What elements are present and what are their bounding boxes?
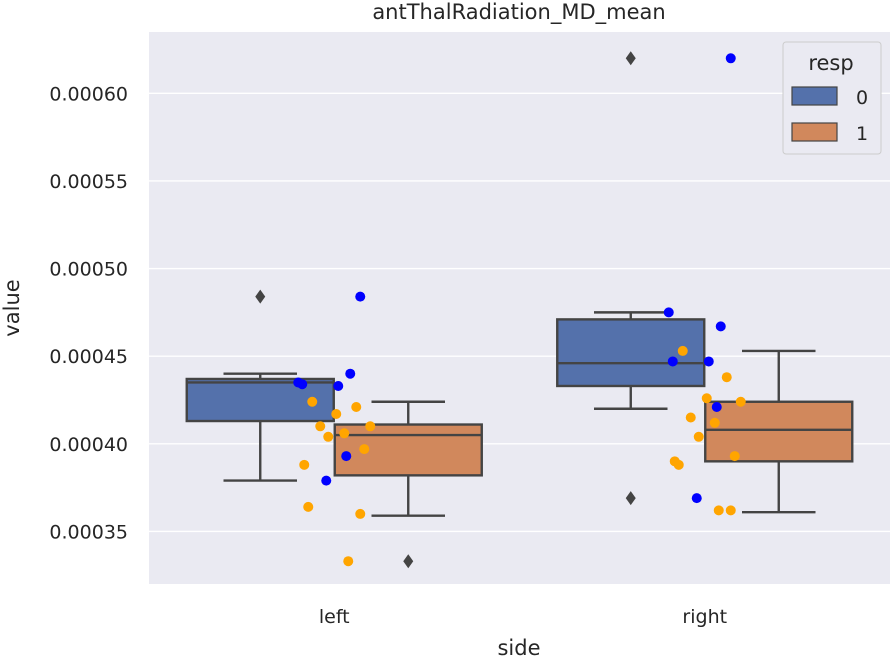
data-point <box>321 475 332 486</box>
data-point <box>299 459 310 470</box>
data-point <box>663 307 674 318</box>
x-tick-labels: left right <box>319 606 727 628</box>
legend: resp 0 1 <box>782 41 882 155</box>
data-point <box>307 396 318 407</box>
strip-points <box>293 53 746 567</box>
data-point <box>713 505 724 516</box>
data-point <box>303 501 314 512</box>
outlier-marker <box>625 51 636 66</box>
x-tick-label: right <box>682 606 727 628</box>
y-tick-label: 0.00035 <box>49 521 128 543</box>
data-point <box>725 505 736 516</box>
y-axis-label: value <box>0 279 24 336</box>
legend-swatch-1 <box>791 122 838 142</box>
outlier-marker <box>403 554 414 569</box>
legend-swatch-0 <box>791 86 838 106</box>
data-point <box>359 444 370 455</box>
x-axis-label: side <box>497 636 540 660</box>
data-point <box>711 402 722 413</box>
chart-title: antThalRadiation_MD_mean <box>372 0 665 25</box>
data-point <box>297 379 308 390</box>
data-point <box>667 356 678 367</box>
outlier-marker <box>625 491 636 506</box>
data-point <box>333 380 344 391</box>
y-tick-label: 0.00040 <box>49 434 128 456</box>
box-1-right <box>704 400 854 463</box>
data-point <box>315 421 326 432</box>
y-tick-label: 0.00055 <box>49 171 128 193</box>
data-point <box>331 409 342 420</box>
data-point <box>693 431 704 442</box>
grid-lines <box>149 92 890 533</box>
y-tick-label: 0.00045 <box>49 346 128 368</box>
data-point <box>323 431 334 442</box>
data-point <box>691 493 702 504</box>
data-point <box>343 556 354 567</box>
data-point <box>351 402 362 413</box>
data-point <box>355 508 366 519</box>
data-point <box>721 372 732 383</box>
x-tick-label: left <box>319 606 350 628</box>
data-point <box>345 368 356 379</box>
data-point <box>735 396 746 407</box>
data-point <box>339 428 350 439</box>
data-point <box>701 393 712 404</box>
data-point <box>725 53 736 64</box>
data-point <box>673 459 684 470</box>
data-point <box>715 321 726 332</box>
data-point <box>729 451 740 462</box>
data-point <box>365 421 376 432</box>
y-tick-label: 0.00050 <box>49 259 128 281</box>
data-point <box>685 412 696 423</box>
legend-label-1: 1 <box>856 123 868 145</box>
data-point <box>703 356 714 367</box>
data-point <box>709 417 720 428</box>
plot-area <box>149 32 890 584</box>
data-point <box>677 345 688 356</box>
data-point <box>341 451 352 462</box>
data-point <box>355 291 366 302</box>
boxes <box>185 51 854 569</box>
y-tick-label: 0.00060 <box>49 83 128 105</box>
legend-title: resp <box>808 51 853 75</box>
outlier-marker <box>255 289 266 304</box>
y-tick-labels: 0.00035 0.00040 0.00045 0.00050 0.00055 0.000… <box>49 83 128 543</box>
legend-label-0: 0 <box>856 87 868 109</box>
box-1-left <box>333 423 483 477</box>
